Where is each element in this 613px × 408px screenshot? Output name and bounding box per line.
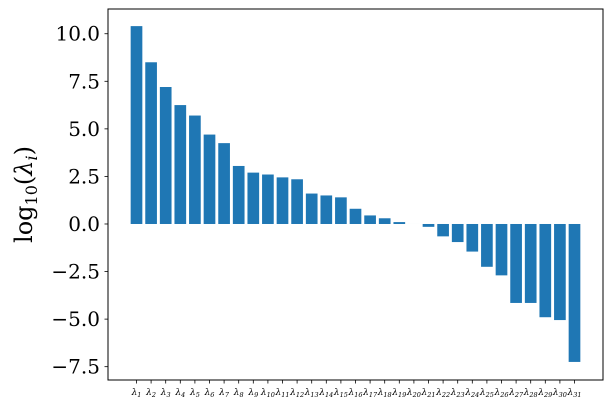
- bar-λ14: [320, 195, 333, 224]
- x-tick-label: λ21: [421, 388, 436, 399]
- x-tick-label: λ1: [131, 388, 142, 399]
- x-tick-label: λ12: [289, 388, 304, 399]
- x-tick-label: λ11: [275, 388, 290, 399]
- x-tick-label: λ29: [537, 388, 552, 399]
- x-tick-label: λ25: [479, 388, 494, 399]
- bar-λ11: [276, 177, 289, 224]
- x-tick-label: λ22: [435, 388, 450, 399]
- x-tick-label: λ4: [174, 388, 185, 399]
- bar-λ30: [554, 223, 566, 321]
- x-tick-label: λ17: [362, 388, 378, 399]
- bar-λ19: [393, 222, 406, 224]
- y-tick-label: 7.5: [68, 69, 100, 93]
- plot-frame: [107, 8, 604, 381]
- bar-λ24: [466, 223, 479, 252]
- x-tick-label: λ19: [391, 388, 406, 399]
- x-tick-label: λ5: [189, 388, 200, 399]
- bar-λ2: [145, 62, 157, 224]
- x-tick-label: λ15: [333, 388, 348, 399]
- x-tick-label: λ3: [160, 388, 171, 399]
- y-tick-label: 2.5: [68, 164, 100, 188]
- bar-λ31: [568, 223, 581, 362]
- x-tick-label: λ2: [145, 388, 156, 399]
- x-tick-label: λ8: [233, 388, 244, 399]
- bar-λ13: [305, 193, 318, 224]
- bar-λ18: [378, 218, 391, 224]
- x-tick-label: λ28: [523, 388, 538, 399]
- bar-λ29: [539, 223, 552, 318]
- x-tick-label: λ23: [450, 388, 465, 399]
- x-tick-label: λ20: [406, 388, 421, 399]
- bar-λ10: [262, 174, 274, 224]
- bar-λ26: [495, 223, 508, 276]
- x-tick-label: λ26: [494, 388, 509, 399]
- x-tick-label: λ31: [567, 388, 582, 399]
- bar-λ7: [218, 143, 230, 224]
- bar-λ22: [437, 223, 449, 237]
- bar-λ5: [189, 115, 201, 224]
- x-tick-label: λ7: [218, 388, 230, 399]
- bar-λ16: [349, 208, 362, 224]
- bars-layer: [130, 26, 581, 362]
- y-tick-label: 0.0: [68, 212, 100, 236]
- x-tick-label: λ13: [304, 388, 319, 399]
- x-tick-label: λ9: [247, 388, 258, 399]
- x-tick-label: λ27: [508, 388, 524, 399]
- x-tick-label: λ14: [318, 388, 333, 399]
- bar-λ27: [510, 223, 522, 303]
- x-tick-label: λ24: [464, 388, 479, 399]
- bar-λ21: [422, 223, 435, 227]
- bar-λ1: [130, 26, 143, 224]
- bar-λ12: [291, 179, 303, 224]
- bar-λ28: [524, 223, 537, 303]
- y-tick-label: −7.5: [51, 355, 100, 379]
- bar-λ23: [451, 223, 464, 243]
- y-axis-label: log10(λi): [10, 146, 41, 243]
- y-ticks: 10.0 7.5 5.0 2.5 0.0 −2.5 −5.0 −7.5: [51, 22, 108, 379]
- bar-λ4: [174, 105, 187, 224]
- y-tick-label: 10.0: [55, 22, 100, 46]
- x-tick-label: λ10: [260, 388, 275, 399]
- x-tick-label: λ18: [377, 388, 392, 399]
- x-tick-label: λ6: [204, 388, 215, 399]
- bar-λ17: [364, 215, 376, 224]
- bar-λ3: [159, 87, 172, 224]
- x-tick-label: λ30: [552, 388, 567, 399]
- bar-λ8: [232, 165, 245, 224]
- bar-λ15: [335, 197, 347, 224]
- y-tick-label: 5.0: [68, 117, 100, 141]
- y-tick-label: −2.5: [51, 260, 100, 284]
- bar-λ9: [247, 172, 260, 224]
- y-tick-label: −5.0: [51, 307, 100, 331]
- bar-λ25: [481, 223, 493, 267]
- x-tick-label: λ16: [348, 388, 363, 399]
- bar-λ6: [203, 134, 216, 224]
- x-ticks: λ1 λ2 λ3 λ4 λ5 λ6 λ7 λ8 λ9 λ10 λ11 λ12 λ13 λ14 λ15 λ16 λ…: [131, 380, 582, 399]
